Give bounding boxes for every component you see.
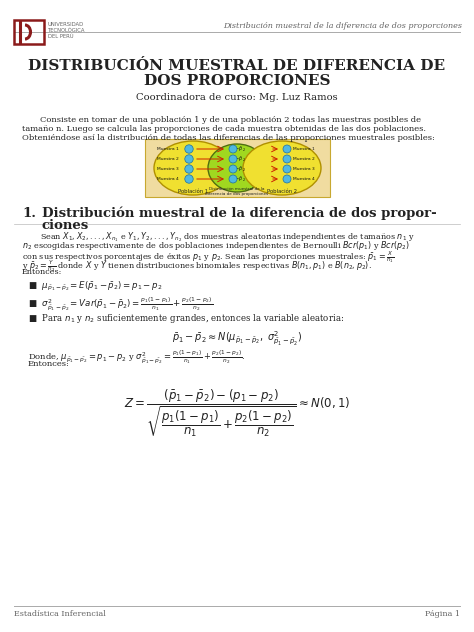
Text: tamaño n. Luego se calcula las proporciones de cada muestra obtenidas de las dos: tamaño n. Luego se calcula las proporcio… — [22, 125, 426, 133]
Text: $\hat{p}_1\!-\!\hat{p}_2$: $\hat{p}_1\!-\!\hat{p}_2$ — [228, 164, 246, 174]
Text: Muestra 4: Muestra 4 — [293, 177, 315, 181]
Circle shape — [185, 155, 193, 163]
Text: $\hat{p}_1\!-\!\hat{p}_2$: $\hat{p}_1\!-\!\hat{p}_2$ — [228, 174, 246, 184]
Text: $\blacksquare$  Para $n_1$ y $n_2$ suficientemente grandes, entonces la variable: $\blacksquare$ Para $n_1$ y $n_2$ sufici… — [28, 312, 344, 325]
Text: UNIVERSIDAD
TECNOLÓGICA
DEL PERÚ: UNIVERSIDAD TECNOLÓGICA DEL PERÚ — [48, 22, 85, 39]
Circle shape — [229, 145, 237, 153]
Text: Distribución muestral de la diferencia de dos propor-: Distribución muestral de la diferencia d… — [42, 207, 437, 221]
Text: Entonces:: Entonces: — [28, 360, 70, 368]
Text: $\bar{p}_1 - \bar{p}_2 \approx N(\mu_{\bar{p}_1-\bar{p}_2},\ \sigma^2_{\bar{p}_1: $\bar{p}_1 - \bar{p}_2 \approx N(\mu_{\b… — [172, 329, 302, 347]
Text: $Z = \dfrac{(\bar{p}_1 - \bar{p}_2) - (p_1 - p_2)}{\sqrt{\dfrac{p_1(1-p_1)}{n_1}: $Z = \dfrac{(\bar{p}_1 - \bar{p}_2) - (p… — [124, 388, 350, 439]
Text: y $\bar{p}_2 = \frac{Y}{n_2}$ donde $X$ y $Y$ tienen distribuciones binomiales r: y $\bar{p}_2 = \frac{Y}{n_2}$ donde $X$ … — [22, 258, 372, 274]
Text: Coordinadora de curso: Mg. Luz Ramos: Coordinadora de curso: Mg. Luz Ramos — [136, 92, 338, 102]
Circle shape — [185, 175, 193, 183]
Text: Población 2: Población 2 — [267, 189, 297, 194]
Text: Distribución muestral de la
diferencia de dos proporciones: Distribución muestral de la diferencia d… — [205, 188, 269, 196]
Text: Muestra 4: Muestra 4 — [157, 177, 179, 181]
Text: $n_2$ escogidas respectivamente de dos poblaciones independientes de Bernoulli $: $n_2$ escogidas respectivamente de dos p… — [22, 240, 410, 253]
Text: Donde, $\mu_{\bar{p}_1-\bar{p}_2} = p_1 - p_2$ y $\sigma^2_{\bar{p}_1-\bar{p}_2}: Donde, $\mu_{\bar{p}_1-\bar{p}_2} = p_1 … — [28, 349, 246, 366]
Text: Estadística Inferencial: Estadística Inferencial — [14, 610, 106, 618]
Text: Sean $X_1, X_2, ..., X_{n_1}$ e $Y_1, Y_2, ..., Y_{n_2}$ dos muestras aleatorias: Sean $X_1, X_2, ..., X_{n_1}$ e $Y_1, Y_… — [40, 230, 415, 243]
Circle shape — [185, 165, 193, 173]
Text: $\blacksquare$  $\mu_{\bar{p}_1-\bar{p}_2} = E(\bar{p}_1 - \bar{p}_2) = p_1 - p_: $\blacksquare$ $\mu_{\bar{p}_1-\bar{p}_2… — [28, 280, 163, 293]
Text: Entonces:: Entonces: — [22, 268, 63, 276]
Text: $\blacksquare$  $\sigma^2_{\bar{p}_1-\bar{p}_2} = Var(\bar{p}_1 - \bar{p}_2) = \: $\blacksquare$ $\sigma^2_{\bar{p}_1-\bar… — [28, 296, 213, 313]
Circle shape — [229, 155, 237, 163]
Text: con sus respectivos porcentajes de éxitos $p_1$ y $p_2$. Sean las proporciones m: con sus respectivos porcentajes de éxito… — [22, 249, 394, 265]
Text: DISTRIBUCIÓN MUESTRAL DE DIFERENCIA DE: DISTRIBUCIÓN MUESTRAL DE DIFERENCIA DE — [28, 59, 446, 73]
Text: ciones: ciones — [42, 219, 89, 232]
Circle shape — [283, 175, 291, 183]
Bar — [14, 20, 44, 44]
Circle shape — [283, 145, 291, 153]
Text: DOS PROPORCIONES: DOS PROPORCIONES — [144, 74, 330, 88]
Text: $\hat{p}_1\!-\!\hat{p}_2$: $\hat{p}_1\!-\!\hat{p}_2$ — [228, 154, 246, 164]
Circle shape — [185, 145, 193, 153]
Text: Muestra 2: Muestra 2 — [293, 157, 315, 161]
Circle shape — [283, 155, 291, 163]
Text: Muestra 2: Muestra 2 — [157, 157, 179, 161]
Text: Muestra 1: Muestra 1 — [293, 147, 315, 151]
Circle shape — [229, 175, 237, 183]
Ellipse shape — [243, 141, 321, 195]
Text: Obteniéndose así la distribución de todas las diferencias de las proporciones mu: Obteniéndose así la distribución de toda… — [22, 134, 435, 142]
Ellipse shape — [154, 141, 232, 195]
Circle shape — [283, 165, 291, 173]
Text: Muestra 3: Muestra 3 — [293, 167, 315, 171]
Text: Población 1: Población 1 — [178, 189, 208, 194]
Text: Muestra 1: Muestra 1 — [157, 147, 179, 151]
Text: 1.: 1. — [22, 207, 36, 220]
Text: Muestra 3: Muestra 3 — [157, 167, 179, 171]
Text: Página 1: Página 1 — [425, 610, 460, 618]
Text: $\hat{p}_1\!-\!\hat{p}_2$: $\hat{p}_1\!-\!\hat{p}_2$ — [228, 144, 246, 154]
Text: Distribución muestral de la diferencia de dos proporciones: Distribución muestral de la diferencia d… — [223, 22, 462, 30]
Ellipse shape — [208, 144, 266, 192]
Bar — [145, 139, 330, 197]
Circle shape — [229, 165, 237, 173]
Text: Consiste en tomar de una población 1 y de una población 2 todas las muestras pos: Consiste en tomar de una población 1 y d… — [40, 116, 421, 124]
